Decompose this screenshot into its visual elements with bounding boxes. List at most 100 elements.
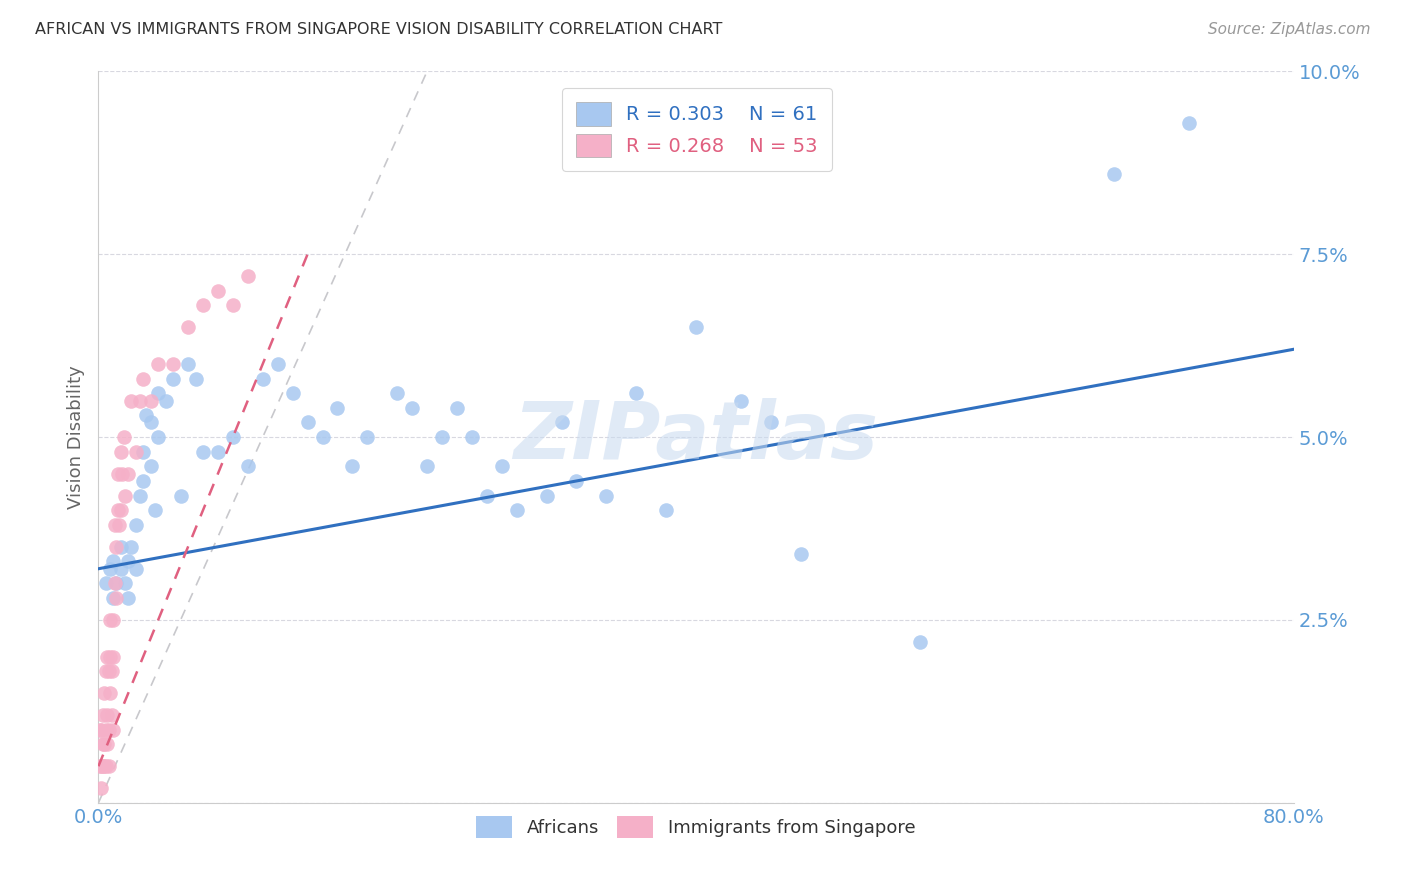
Point: [110, 503, 132, 517]
Point: [98, 649, 122, 664]
Point: [129, 393, 152, 408]
Point: [97, 759, 120, 773]
Point: [98, 562, 122, 576]
Point: [105, 591, 128, 605]
Point: [162, 357, 184, 371]
Point: [132, 371, 155, 385]
Text: Source: ZipAtlas.com: Source: ZipAtlas.com: [1208, 22, 1371, 37]
Point: [96, 737, 118, 751]
Point: [114, 489, 136, 503]
Point: [595, 489, 617, 503]
Point: [536, 489, 558, 503]
Point: [207, 444, 229, 458]
Point: [222, 298, 245, 312]
Point: [93, 737, 115, 751]
Point: [93, 759, 115, 773]
Y-axis label: Vision Disability: Vision Disability: [66, 365, 84, 509]
Point: [132, 444, 155, 458]
Point: [356, 430, 378, 444]
Point: [789, 547, 811, 561]
Point: [730, 393, 752, 408]
Point: [110, 562, 132, 576]
Point: [117, 554, 139, 568]
Point: [117, 591, 139, 605]
Point: [98, 613, 122, 627]
Point: [191, 298, 214, 312]
Point: [506, 503, 529, 517]
Point: [342, 459, 364, 474]
Point: [125, 517, 148, 532]
Point: [155, 393, 177, 408]
Point: [169, 489, 191, 503]
Point: [177, 357, 200, 371]
Point: [143, 503, 166, 517]
Point: [252, 371, 274, 385]
Point: [148, 430, 170, 444]
Point: [103, 554, 125, 568]
Point: [446, 401, 468, 415]
Point: [550, 416, 572, 430]
Point: [491, 459, 513, 474]
Point: [91, 737, 114, 751]
Point: [125, 562, 148, 576]
Point: [236, 459, 259, 474]
Point: [655, 503, 678, 517]
Point: [207, 284, 229, 298]
Point: [103, 613, 125, 627]
Point: [89, 723, 111, 737]
Point: [125, 444, 148, 458]
Point: [385, 386, 409, 401]
Point: [97, 723, 120, 737]
Point: [98, 686, 122, 700]
Point: [89, 759, 111, 773]
Point: [475, 489, 498, 503]
Point: [108, 517, 131, 532]
Point: [311, 430, 333, 444]
Point: [148, 386, 170, 401]
Point: [117, 467, 139, 481]
Point: [103, 649, 125, 664]
Point: [91, 759, 114, 773]
Text: AFRICAN VS IMMIGRANTS FROM SINGAPORE VISION DISABILITY CORRELATION CHART: AFRICAN VS IMMIGRANTS FROM SINGAPORE VIS…: [35, 22, 723, 37]
Point: [132, 474, 155, 488]
Point: [129, 489, 152, 503]
Point: [461, 430, 484, 444]
Point: [94, 759, 117, 773]
Point: [96, 649, 118, 664]
Point: [401, 401, 423, 415]
Point: [105, 576, 128, 591]
Point: [110, 444, 132, 458]
Point: [135, 408, 157, 422]
Point: [96, 708, 118, 723]
Point: [326, 401, 349, 415]
Point: [430, 430, 453, 444]
Point: [103, 591, 125, 605]
Point: [685, 320, 707, 334]
Point: [281, 386, 304, 401]
Point: [120, 540, 142, 554]
Point: [111, 467, 134, 481]
Point: [236, 269, 259, 284]
Point: [114, 576, 136, 591]
Point: [104, 517, 127, 532]
Point: [94, 664, 117, 678]
Point: [90, 781, 112, 796]
Point: [104, 576, 127, 591]
Point: [297, 416, 319, 430]
Point: [139, 459, 162, 474]
Point: [90, 759, 112, 773]
Point: [148, 357, 170, 371]
Point: [107, 467, 129, 481]
Point: [222, 430, 245, 444]
Point: [110, 540, 132, 554]
Point: [97, 664, 120, 678]
Point: [139, 416, 162, 430]
Point: [759, 416, 782, 430]
Point: [101, 708, 124, 723]
Point: [565, 474, 588, 488]
Point: [177, 320, 200, 334]
Point: [1104, 167, 1126, 181]
Point: [91, 708, 114, 723]
Point: [120, 393, 142, 408]
Point: [94, 576, 117, 591]
